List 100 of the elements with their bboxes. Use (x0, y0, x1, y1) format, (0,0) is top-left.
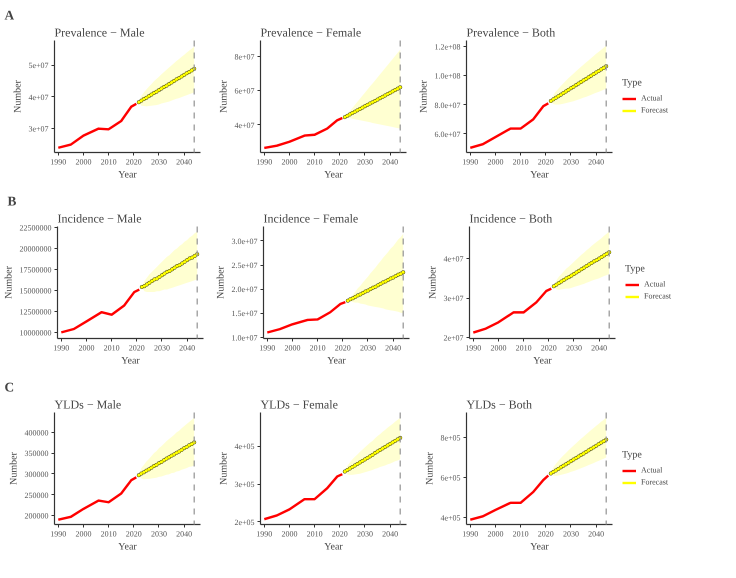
x-tick-label: 2010 (306, 530, 323, 538)
y-tick-label: 4e+07 (443, 254, 464, 264)
x-tick-label: 2000 (75, 530, 92, 538)
chart-title: YLDs − Female (260, 398, 338, 412)
chart-title: Prevalence − Both (466, 26, 556, 40)
x-tick-label: 1990 (465, 344, 482, 352)
x-tick-label: 2020 (128, 344, 145, 352)
legend-title: Type (622, 78, 643, 88)
x-tick-label: 2010 (100, 530, 117, 538)
x-tick-label: 2020 (538, 530, 554, 538)
x-axis-title: Year (118, 542, 138, 552)
y-tick-label: 4e+05 (234, 442, 254, 452)
x-tick-label: 2030 (562, 530, 579, 538)
x-tick-label: 2020 (538, 158, 554, 166)
y-tick-label: 4e+05 (440, 513, 460, 522)
x-tick-label: 2030 (154, 344, 170, 352)
y-tick-label: 3.0e+07 (231, 236, 258, 246)
x-axis-title: Year (530, 170, 550, 180)
y-axis-title: Number (218, 79, 230, 113)
y-tick-label: 2e+05 (234, 518, 254, 527)
y-tick-label: 4e+07 (234, 120, 254, 130)
chart-title: Incidence − Both (470, 212, 552, 226)
x-tick-label: 2000 (78, 344, 94, 352)
x-tick-label: 2030 (356, 158, 373, 166)
y-tick-label: 12500000 (20, 307, 52, 316)
x-tick-label: 2000 (487, 158, 504, 166)
y-tick-label: 3e+07 (443, 294, 464, 304)
x-axis-title: Year (324, 170, 344, 180)
x-tick-label: 2010 (100, 158, 117, 166)
x-tick-label: 2040 (382, 158, 398, 166)
x-tick-label: 2000 (490, 344, 506, 352)
x-axis-title: Year (533, 356, 552, 366)
y-axis-title: Number (424, 451, 436, 485)
y-tick-label: 400000 (24, 428, 48, 438)
y-tick-label: 200000 (24, 512, 48, 521)
chart-title: YLDs − Male (54, 398, 122, 412)
text: C (4, 380, 14, 394)
y-axis-title: Number (418, 79, 430, 113)
x-tick-label: 1990 (462, 530, 478, 538)
y-tick-label: 3e+07 (28, 124, 48, 134)
legend-label: Actual (641, 94, 662, 102)
legend-title: Type (622, 450, 643, 460)
x-tick-label: 2010 (104, 344, 120, 352)
x-tick-label: 2040 (176, 530, 192, 538)
text: B (8, 194, 16, 208)
x-tick-label: 2040 (179, 344, 196, 352)
x-tick-label: 2010 (516, 344, 532, 352)
y-tick-label: 300000 (24, 470, 48, 479)
x-tick-label: 2030 (566, 344, 582, 352)
x-axis-title: Year (118, 170, 138, 180)
y-tick-label: 17500000 (20, 265, 52, 274)
y-tick-label: 2.5e+07 (231, 261, 258, 270)
y-tick-label: 1.0e+08 (434, 72, 460, 81)
x-tick-label: 2020 (332, 158, 348, 166)
x-tick-label: 2030 (356, 530, 373, 538)
y-axis-title: Number (8, 451, 20, 485)
x-tick-label: 2020 (126, 158, 142, 166)
legend-label: Forecast (641, 106, 668, 114)
y-tick-label: 2e+07 (443, 334, 464, 343)
y-tick-label: 8.0e+07 (434, 100, 460, 110)
y-tick-label: 6e+07 (234, 86, 254, 96)
chart-title: Incidence − Male (58, 212, 142, 226)
x-tick-label: 1990 (256, 530, 272, 538)
y-axis-title: Number (215, 265, 226, 299)
y-tick-label: 350000 (24, 449, 48, 458)
legend-label: Actual (641, 466, 662, 474)
x-tick-label: 2030 (150, 530, 167, 538)
x-tick-label: 2020 (334, 344, 351, 352)
x-tick-label: 2020 (540, 344, 557, 352)
x-tick-label: 2030 (360, 344, 376, 352)
legend-label: Forecast (641, 478, 668, 486)
x-tick-label: 2000 (281, 530, 298, 538)
y-tick-label: 1.2e+08 (434, 42, 460, 52)
y-tick-label: 22500000 (20, 223, 52, 232)
x-axis-title: Year (121, 356, 140, 366)
y-tick-label: 2.0e+07 (231, 285, 258, 294)
y-tick-label: 20000000 (20, 244, 52, 254)
y-tick-label: 1.0e+07 (231, 333, 258, 342)
x-tick-label: 2020 (126, 530, 142, 538)
y-tick-label: 5e+07 (28, 61, 48, 70)
x-tick-label: 2040 (385, 344, 402, 352)
chart-title: Incidence − Female (264, 212, 358, 226)
x-axis-title: Year (327, 356, 346, 366)
text: A (4, 8, 14, 22)
y-axis-title: Number (218, 451, 230, 485)
x-tick-label: 2040 (588, 158, 604, 166)
chart-title: YLDs − Both (466, 398, 532, 412)
x-tick-label: 2040 (176, 158, 192, 166)
x-tick-label: 2010 (310, 344, 326, 352)
y-axis-title: Number (12, 79, 24, 113)
x-tick-label: 2000 (487, 530, 504, 538)
y-tick-label: 3e+05 (234, 480, 254, 490)
x-tick-label: 2040 (588, 530, 604, 538)
x-tick-label: 2030 (150, 158, 167, 166)
y-tick-label: 10000000 (20, 328, 52, 338)
x-tick-label: 1990 (259, 344, 276, 352)
y-tick-label: 15000000 (20, 286, 52, 296)
x-tick-label: 2000 (284, 344, 300, 352)
chart-title: Prevalence − Female (260, 26, 362, 40)
y-tick-label: 8e+07 (234, 52, 254, 62)
